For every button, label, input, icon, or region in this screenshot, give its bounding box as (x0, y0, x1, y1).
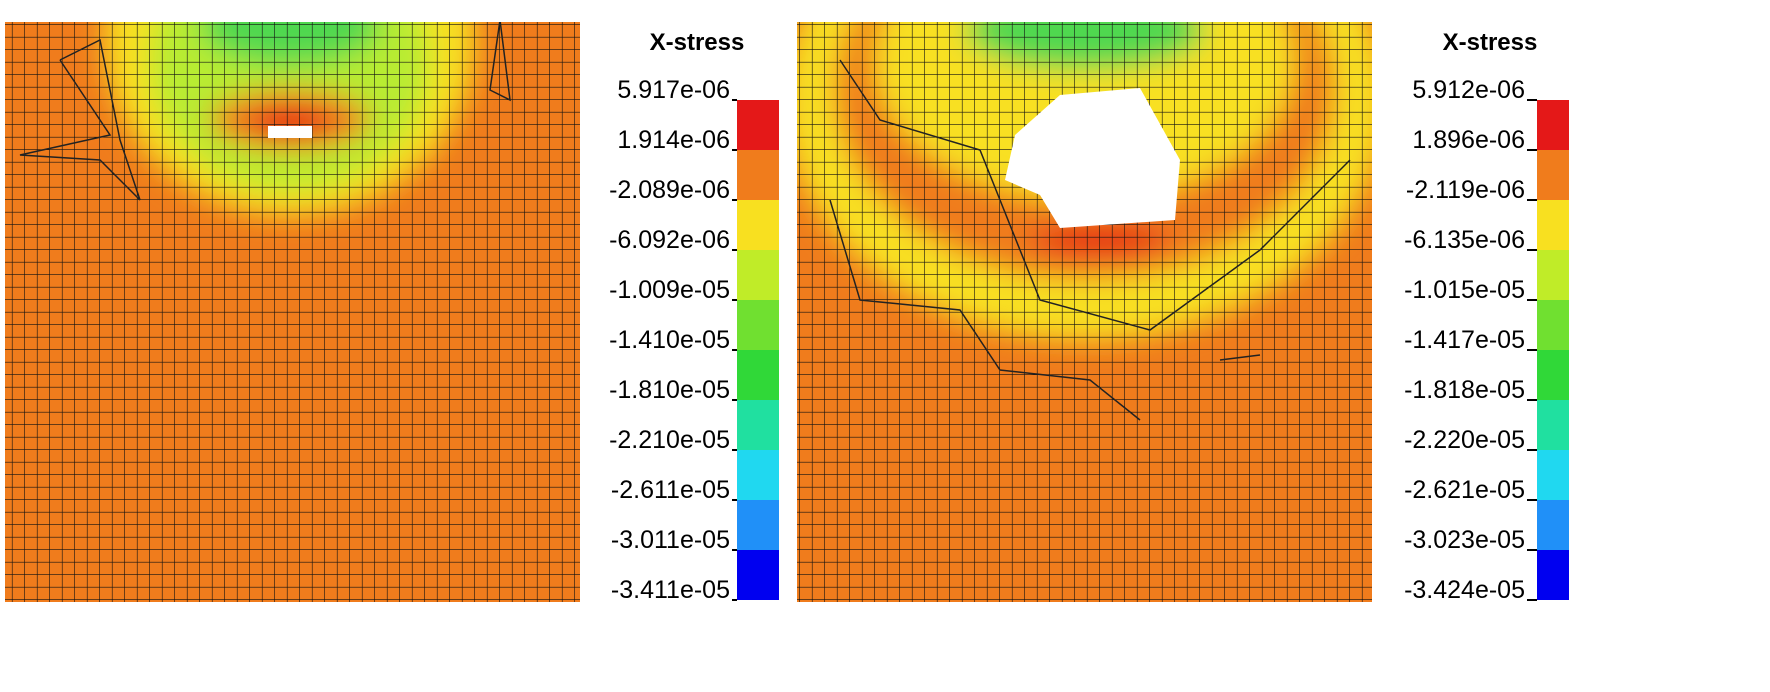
legend-label: -1.410e-05 (609, 326, 730, 354)
legend-title: X-stress (1443, 29, 1538, 56)
legend-label: -2.089e-06 (609, 176, 730, 204)
color-band (737, 250, 779, 300)
legend-label: -1.818e-05 (1404, 376, 1525, 404)
legend-label: -2.611e-05 (611, 476, 730, 504)
legend-label: 1.896e-06 (1412, 126, 1525, 154)
legend-label: -2.210e-05 (609, 426, 730, 454)
color-band (737, 300, 779, 350)
stress-map-right (797, 22, 1372, 602)
legend-label: -2.119e-06 (1406, 176, 1525, 204)
color-band (737, 550, 779, 600)
color-band (1537, 150, 1569, 200)
color-band (1537, 100, 1569, 150)
legend-label: -2.621e-05 (1404, 476, 1525, 504)
legend-label: -1.417e-05 (1404, 326, 1525, 354)
color-band (737, 350, 779, 400)
legend-label: -1.015e-05 (1404, 276, 1525, 304)
legend-label: 1.914e-06 (617, 126, 730, 154)
color-band (737, 400, 779, 450)
color-band (1537, 200, 1569, 250)
color-band (1537, 300, 1569, 350)
legend-label: -1.009e-05 (609, 276, 730, 304)
legend-label: 5.912e-06 (1412, 76, 1525, 104)
color-band (737, 450, 779, 500)
legend-label: -3.011e-05 (611, 526, 730, 554)
legend-label: -1.810e-05 (609, 376, 730, 404)
legend-label: -3.411e-05 (611, 576, 730, 604)
color-band (737, 150, 779, 200)
color-band (1537, 550, 1569, 600)
legend-label: -6.092e-06 (609, 226, 730, 254)
legend-label: 5.917e-06 (617, 76, 730, 104)
stress-map-left (5, 22, 580, 602)
color-band (737, 500, 779, 550)
legend-label: -6.135e-06 (1404, 226, 1525, 254)
color-band (1537, 400, 1569, 450)
color-band (1537, 450, 1569, 500)
color-band (737, 100, 779, 150)
legend-label: -3.424e-05 (1404, 576, 1525, 604)
legend-title: X-stress (650, 29, 745, 56)
color-band (1537, 350, 1569, 400)
color-band (1537, 500, 1569, 550)
color-band (1537, 250, 1569, 300)
color-band (737, 200, 779, 250)
legend-label: -3.023e-05 (1404, 526, 1525, 554)
legend-label: -2.220e-05 (1404, 426, 1525, 454)
